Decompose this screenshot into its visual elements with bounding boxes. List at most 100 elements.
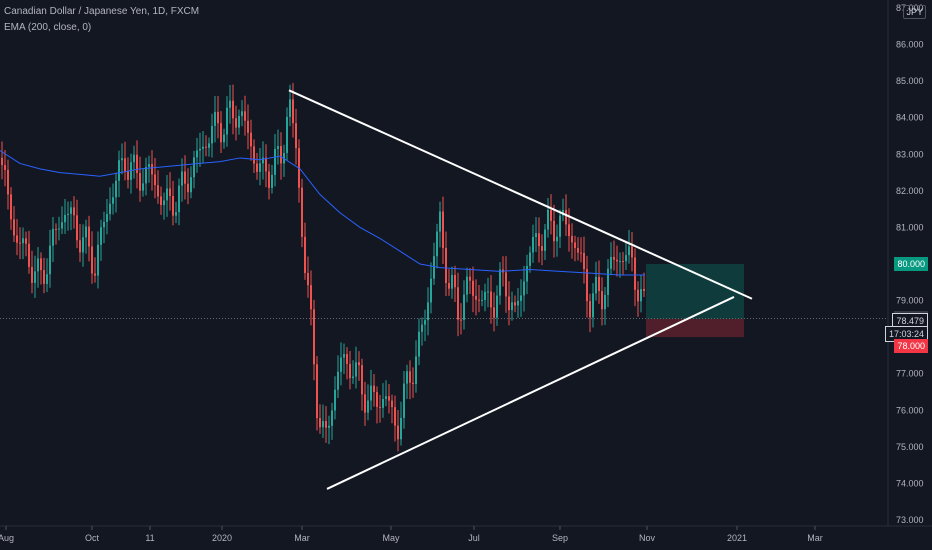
y-tick-label: 86.000 [896,40,924,50]
candle-body [436,231,438,257]
candle-body [547,209,549,230]
candle-body [217,111,219,124]
candle-body [148,164,150,168]
candle-body [250,132,252,147]
candle-body [472,280,474,296]
y-tick-label: 87.000 [896,3,924,13]
y-tick-label: 73.000 [896,515,924,525]
candle-body [187,183,189,193]
candle-body [334,389,336,411]
candle-body [61,222,63,229]
candle-body [313,309,315,365]
y-tick-label: 81.000 [896,222,924,232]
candle-body [91,246,93,274]
candle-body [262,157,264,164]
candle-body [568,224,570,237]
candle-body [478,299,480,301]
candle-body [103,221,105,228]
candle-body [310,285,312,310]
candle-body [595,276,597,294]
y-tick-label: 75.000 [896,442,924,452]
candle-body [73,207,75,216]
candle-body [136,154,138,174]
candle-body [514,302,516,306]
candle-body [364,394,366,413]
candle-body [118,160,120,181]
candle-body [631,246,633,258]
candle-body [349,363,351,379]
candle-body [544,229,546,251]
candle-body [385,396,387,400]
candle-body [292,99,294,124]
candle-body [295,123,297,149]
candle-body [211,125,213,144]
candle-body [373,385,375,393]
candle-body [460,319,462,321]
candle-body [253,146,255,164]
x-tick-label: Jul [468,533,480,543]
y-tick-label: 76.000 [896,405,924,415]
candle-body [481,299,483,301]
candle-body [142,183,144,191]
candle-body [421,324,423,332]
candle-body [241,111,243,116]
candle-body [559,215,561,237]
x-tick-label: May [382,533,400,543]
candle-body [226,107,228,135]
candle-body [268,171,270,188]
candle-body [235,118,237,128]
lower-trendline [326,296,735,490]
candle-body [532,236,534,253]
candle-body [169,188,171,196]
candle-body [541,246,543,251]
upper-trendline [288,89,753,300]
candle-body [394,407,396,426]
candle-body [358,362,360,366]
candle-body [100,227,102,245]
candle-body [64,214,66,223]
candle-body [454,274,456,288]
candle-body [604,294,606,310]
candle-body [400,417,402,440]
candle-body [508,296,510,311]
currency-label[interactable]: JPY [903,5,926,19]
ema-indicator-label[interactable]: EMA (200, close, 0) [4,22,92,33]
candle-body [607,268,609,295]
candle-body [301,187,303,237]
candle-body [196,150,198,158]
candle-body [25,238,27,244]
candle-body [121,158,123,161]
candle-body [160,196,162,206]
candle-body [556,236,558,242]
candle-body [112,197,114,204]
candle-body [325,421,327,428]
candle-body [406,371,408,384]
candle-body [430,278,432,303]
candle-body [640,289,642,302]
x-tick-label: 2021 [727,533,747,543]
candle-body [58,228,60,230]
y-tick-label: 74.000 [896,478,924,488]
candle-body [307,272,309,286]
candle-body [490,291,492,308]
candle-body [463,294,465,320]
candle-body [94,273,96,276]
candle-body [538,233,540,247]
x-tick-label: Mar [294,533,310,543]
candle-body [439,211,441,232]
candle-body [469,276,471,281]
candle-body [202,146,204,149]
candle-body [238,115,240,128]
candle-body [31,266,33,283]
candle-body [580,252,582,254]
x-tick-label: Oct [85,533,100,543]
candle-body [19,242,21,244]
candle-body [208,143,210,148]
x-tick-label: 2020 [212,533,232,543]
candle-body [154,174,156,186]
candle-body [496,295,498,318]
candle-body [67,213,69,215]
candle-body [379,406,381,408]
candle-body [382,399,384,408]
